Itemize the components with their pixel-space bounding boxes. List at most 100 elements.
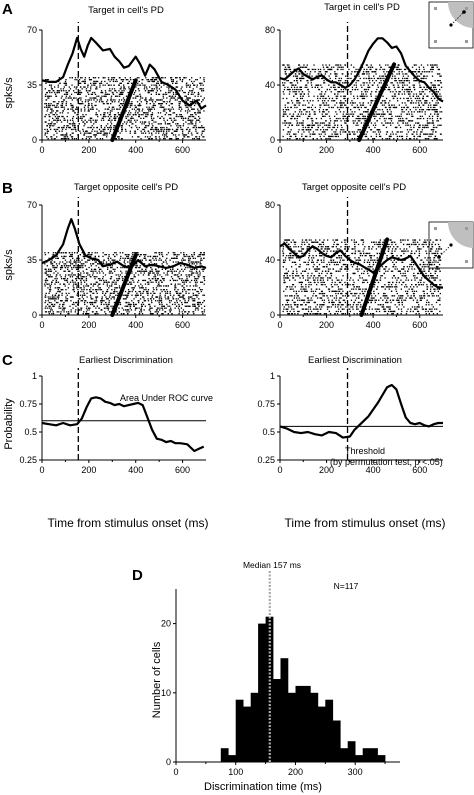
spike-dot bbox=[161, 126, 163, 129]
spike-dot bbox=[96, 114, 98, 116]
spike-dot bbox=[54, 294, 56, 296]
spike-dot bbox=[95, 112, 97, 114]
spike-dot bbox=[187, 99, 190, 101]
spike-dot bbox=[382, 113, 384, 115]
spike-dot bbox=[192, 292, 194, 294]
spike-dot bbox=[91, 104, 93, 107]
spike-dot bbox=[48, 103, 50, 105]
spike-dot bbox=[56, 128, 59, 131]
spike-dot bbox=[185, 254, 188, 256]
spike-dot bbox=[325, 113, 327, 115]
spike-dot bbox=[102, 134, 104, 136]
spike-dot bbox=[395, 77, 397, 80]
spike-dot bbox=[125, 270, 127, 272]
spike-dot bbox=[182, 123, 185, 125]
spike-dot bbox=[145, 289, 147, 291]
spike-dot bbox=[143, 300, 145, 302]
spike-dot bbox=[83, 272, 85, 274]
spike-dot bbox=[82, 121, 84, 123]
spike-dot bbox=[181, 279, 183, 282]
spike-dot bbox=[435, 88, 437, 91]
spike-dot bbox=[351, 131, 354, 133]
spike-dot bbox=[46, 104, 48, 107]
spike-dot bbox=[141, 270, 143, 272]
spike-dot bbox=[415, 73, 418, 75]
spike-dot bbox=[323, 129, 325, 131]
spike-dot bbox=[60, 276, 62, 278]
spike-dot bbox=[379, 129, 381, 131]
spike-dot bbox=[58, 305, 60, 307]
spike-dot bbox=[152, 90, 154, 92]
spike-dot bbox=[173, 270, 175, 272]
spike-dot bbox=[314, 111, 316, 113]
spike-dot bbox=[106, 298, 109, 300]
spike-dot bbox=[104, 80, 106, 83]
spike-dot bbox=[353, 75, 356, 77]
spike-dot bbox=[108, 259, 110, 261]
spike-dot bbox=[322, 131, 325, 133]
spike-dot bbox=[184, 110, 187, 112]
spike-dot bbox=[424, 102, 426, 104]
spike-dot bbox=[407, 111, 410, 113]
spike-dot bbox=[301, 97, 303, 100]
spike-dot bbox=[91, 268, 93, 270]
spike-dot bbox=[202, 276, 204, 278]
spike-dot bbox=[349, 91, 351, 93]
spike-dot bbox=[63, 301, 65, 304]
spike-dot bbox=[134, 106, 137, 108]
spike-dot bbox=[84, 281, 86, 283]
spike-dot bbox=[401, 138, 404, 140]
spike-dot bbox=[141, 268, 143, 270]
spike-dot bbox=[149, 136, 151, 138]
spike-dot bbox=[151, 296, 153, 298]
spike-dot bbox=[170, 114, 172, 116]
spike-dot bbox=[359, 131, 361, 133]
spike-dot bbox=[123, 84, 125, 86]
spike-dot bbox=[47, 79, 49, 81]
spike-dot bbox=[366, 73, 368, 75]
spike-dot bbox=[107, 298, 109, 300]
spike-dot bbox=[190, 106, 192, 108]
spike-dot bbox=[325, 109, 327, 111]
spike-dot bbox=[177, 294, 179, 296]
spike-dot bbox=[187, 117, 189, 119]
spike-dot bbox=[125, 79, 127, 81]
spike-dot bbox=[118, 278, 121, 280]
spike-dot bbox=[163, 108, 165, 110]
spike-dot bbox=[306, 100, 309, 102]
spike-dot bbox=[61, 278, 63, 280]
spike-dot bbox=[434, 109, 436, 111]
spike-dot bbox=[120, 88, 122, 90]
spike-dot bbox=[95, 289, 97, 291]
spike-dot bbox=[178, 134, 180, 136]
spike-dot bbox=[397, 131, 399, 133]
spike-dot bbox=[160, 130, 163, 132]
spike-dot bbox=[336, 113, 338, 115]
spike-dot bbox=[323, 111, 325, 113]
spike-dot bbox=[110, 298, 112, 300]
spike-dot bbox=[370, 135, 372, 138]
spike-dot bbox=[359, 129, 361, 131]
spike-dot bbox=[95, 134, 98, 136]
spike-dot bbox=[367, 66, 370, 68]
spike-dot bbox=[296, 122, 298, 124]
spike-dot bbox=[184, 95, 186, 97]
spike-dot bbox=[94, 136, 96, 138]
spike-dot bbox=[114, 119, 117, 121]
spike-dot bbox=[144, 99, 146, 101]
spike-dot bbox=[116, 91, 118, 94]
spike-dot bbox=[95, 265, 97, 267]
spike-dot bbox=[147, 130, 150, 132]
spike-dot bbox=[397, 100, 399, 102]
spike-dot bbox=[51, 125, 53, 127]
spike-dot bbox=[342, 131, 344, 133]
spike-dot bbox=[66, 278, 69, 280]
spike-dot bbox=[114, 283, 116, 285]
spike-dot bbox=[427, 109, 430, 111]
spike-dot bbox=[159, 300, 162, 302]
spike-dot bbox=[189, 259, 191, 261]
spike-dot bbox=[200, 257, 202, 259]
spike-dot bbox=[340, 129, 342, 131]
spike-dot bbox=[144, 115, 147, 118]
spike-dot bbox=[103, 115, 105, 118]
